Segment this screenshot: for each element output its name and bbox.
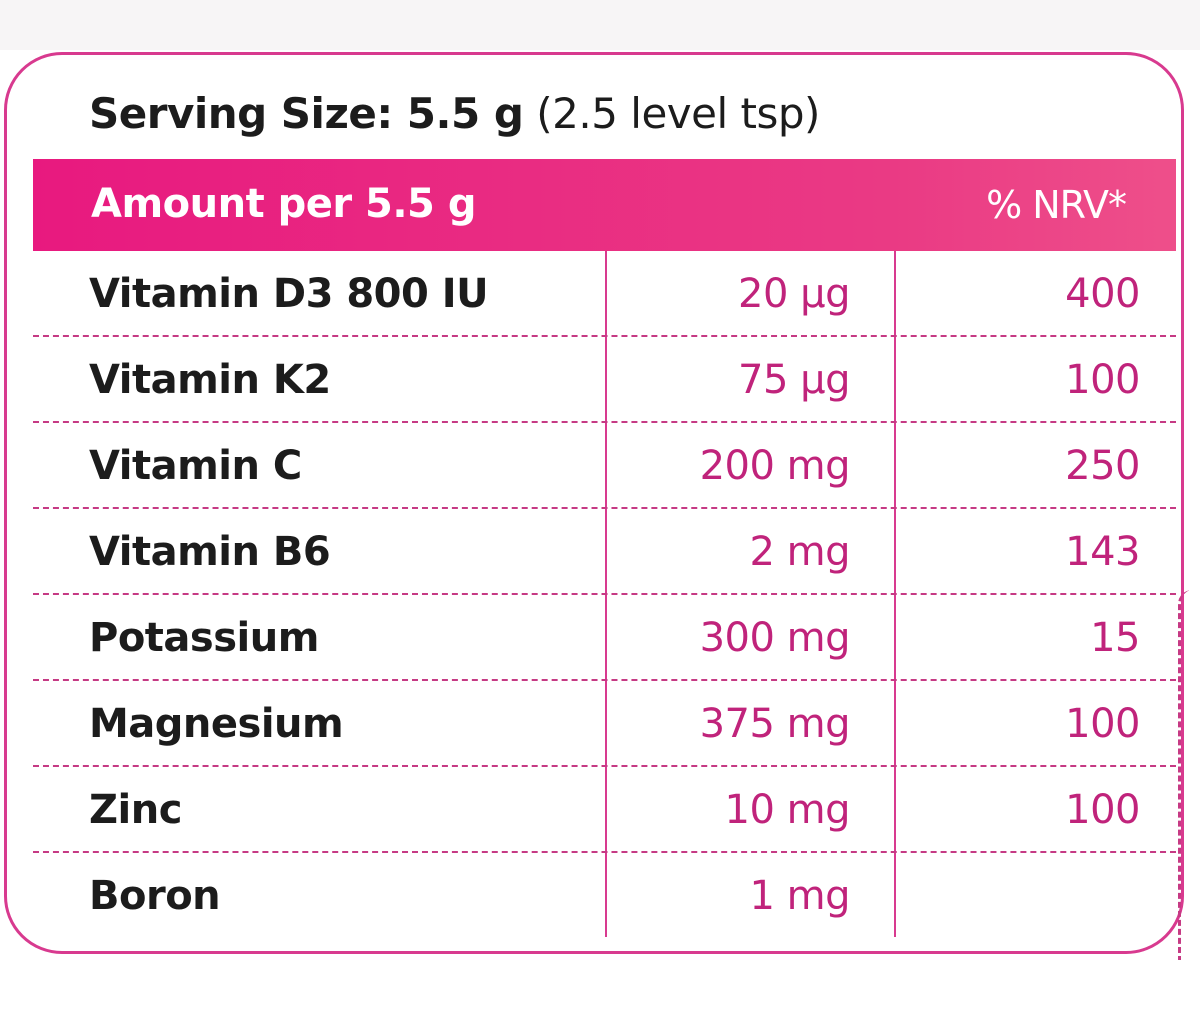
nutrient-name: Magnesium (89, 701, 344, 747)
nutrient-nrv: 100 (1065, 357, 1140, 403)
nutrient-amount: 20 µg (738, 271, 850, 317)
nutrient-nrv: 100 (1065, 701, 1140, 747)
nutrient-amount: 300 mg (699, 615, 851, 661)
table-row: Vitamin K2 75 µg 100 (33, 337, 1176, 423)
table-row: Zinc 10 mg 100 (33, 767, 1176, 853)
nutrient-name: Vitamin B6 (89, 529, 331, 575)
nutrition-label-card: Serving Size: 5.5 g (2.5 level tsp) Amou… (4, 52, 1184, 954)
table-row: Potassium 300 mg 15 (33, 595, 1176, 681)
table-row: Boron 1 mg (33, 853, 1176, 939)
nutrient-name: Boron (89, 873, 221, 919)
serving-size-line: Serving Size: 5.5 g (2.5 level tsp) (89, 89, 820, 138)
nutrient-nrv: 250 (1065, 443, 1140, 489)
nutrient-amount: 75 µg (738, 357, 850, 403)
nutrient-table: Vitamin D3 800 IU 20 µg 400 Vitamin K2 7… (33, 251, 1176, 939)
nutrient-amount: 10 mg (724, 787, 851, 833)
nutrient-nrv: 143 (1065, 529, 1140, 575)
serving-size-label: Serving Size: 5.5 g (89, 89, 524, 138)
table-header-bar: Amount per 5.5 g % NRV* (33, 159, 1176, 251)
nutrient-name: Zinc (89, 787, 182, 833)
table-row: Vitamin C 200 mg 250 (33, 423, 1176, 509)
nutrient-nrv: 15 (1090, 615, 1140, 661)
nutrient-nrv: 400 (1065, 271, 1140, 317)
nutrient-amount: 2 mg (749, 529, 850, 575)
table-row: Vitamin D3 800 IU 20 µg 400 (33, 251, 1176, 337)
nutrient-amount: 200 mg (699, 443, 851, 489)
nutrient-name: Potassium (89, 615, 319, 661)
nutrient-name: Vitamin D3 800 IU (89, 271, 489, 317)
adjacent-packaging-edge (1178, 590, 1200, 960)
top-background-strip (0, 0, 1200, 50)
nrv-header: % NRV* (986, 183, 1127, 227)
serving-size-note: (2.5 level tsp) (536, 89, 820, 138)
nutrient-name: Vitamin K2 (89, 357, 331, 403)
amount-per-header: Amount per 5.5 g (91, 181, 476, 227)
table-row: Magnesium 375 mg 100 (33, 681, 1176, 767)
nutrient-name: Vitamin C (89, 443, 302, 489)
nutrient-amount: 375 mg (699, 701, 851, 747)
nutrient-amount: 1 mg (749, 873, 850, 919)
table-row: Vitamin B6 2 mg 143 (33, 509, 1176, 595)
nutrient-nrv: 100 (1065, 787, 1140, 833)
